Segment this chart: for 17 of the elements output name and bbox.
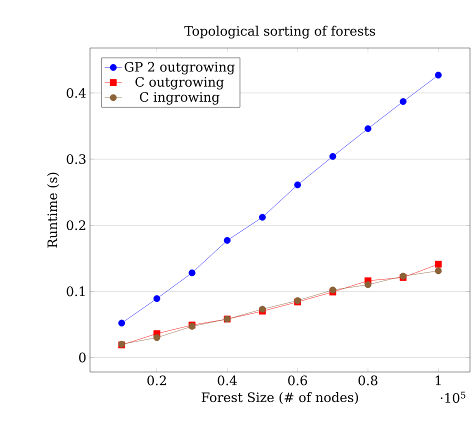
x-tick-label: 1 [436, 376, 441, 386]
y-tick-label: 0.1 [66, 286, 85, 296]
x-tick-label: 0.8 [358, 376, 378, 386]
legend-label: GP 2 outgrowing [124, 62, 235, 74]
legend-label: C ingrowing [140, 92, 220, 105]
y-tick-label: 0.4 [66, 88, 86, 98]
x-axis-title: Forest Size (# of nodes) [202, 392, 358, 404]
x-tick-label: 0.4 [218, 376, 237, 386]
legend-label: C outgrowing [135, 77, 224, 90]
y-tick-label: 0.3 [66, 154, 86, 164]
y-axis-title: Runtime (s) [47, 172, 60, 248]
x-tick-label: 0.2 [147, 376, 166, 386]
x-tick-label: 0.6 [288, 376, 308, 386]
y-tick-label: 0.2 [66, 220, 86, 230]
y-tick-label: 0 [79, 352, 86, 362]
text: ·10$^{5}$ [440, 392, 466, 403]
chart-title: Topological sorting of forests [184, 26, 376, 38]
